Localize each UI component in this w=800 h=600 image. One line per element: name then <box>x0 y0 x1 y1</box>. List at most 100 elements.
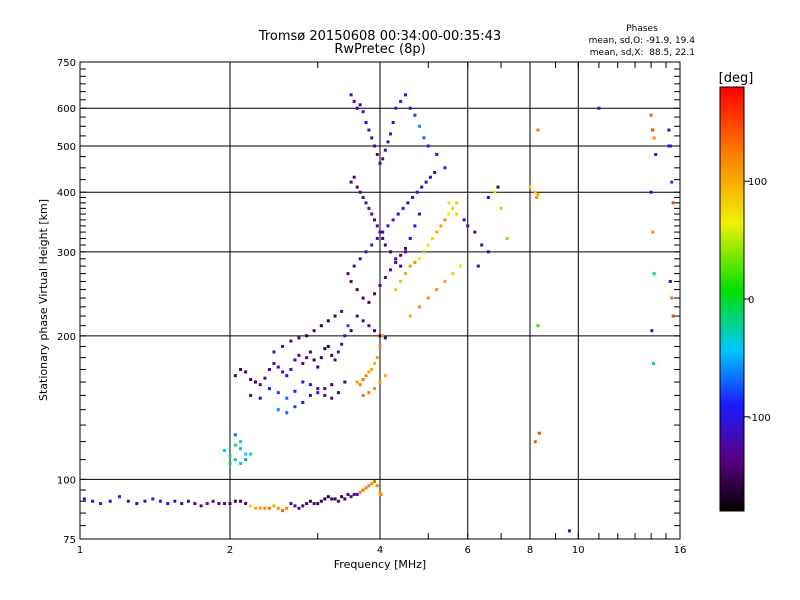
data-point <box>462 218 466 222</box>
data-point <box>249 377 253 381</box>
data-point <box>370 243 374 247</box>
y-tick-label: 600 <box>57 104 76 115</box>
data-point <box>333 314 337 318</box>
data-point <box>305 502 309 506</box>
data-point <box>499 206 503 210</box>
data-point <box>435 230 439 234</box>
data-point <box>293 358 297 362</box>
data-point <box>567 529 571 533</box>
colorbar <box>719 86 745 512</box>
data-point <box>651 230 655 234</box>
data-point <box>364 374 368 378</box>
data-point <box>244 452 248 456</box>
colorbar-tick-label: 0 <box>748 295 754 306</box>
data-point <box>343 380 347 384</box>
data-point <box>370 367 374 371</box>
data-point <box>403 93 407 97</box>
data-point <box>249 393 253 397</box>
data-point <box>346 492 350 496</box>
data-point <box>381 334 385 338</box>
data-point <box>326 319 330 323</box>
data-point <box>258 506 262 510</box>
data-point <box>424 180 428 184</box>
data-point <box>323 387 327 391</box>
data-point <box>496 185 500 189</box>
data-point <box>343 334 347 338</box>
data-point <box>652 272 656 276</box>
data-point <box>305 356 309 360</box>
y-tick-label: 300 <box>57 248 76 259</box>
data-point <box>443 279 447 283</box>
data-point <box>367 391 371 395</box>
data-point <box>239 447 243 451</box>
data-point <box>426 243 430 247</box>
data-point <box>537 431 541 435</box>
data-point <box>228 502 232 506</box>
data-point <box>239 440 243 444</box>
data-point <box>650 329 654 333</box>
data-point <box>394 288 398 292</box>
data-point <box>249 452 253 456</box>
data-point <box>355 185 359 189</box>
y-tick-label: 400 <box>57 188 76 199</box>
data-point <box>466 224 470 228</box>
data-point <box>378 380 382 384</box>
data-point <box>352 264 356 268</box>
data-point <box>297 506 301 510</box>
data-point <box>458 264 462 268</box>
data-point <box>391 218 395 222</box>
data-point <box>355 380 359 384</box>
data-point <box>285 374 289 378</box>
y-tick-labels: 75 100 200 300 400 500 600 750 <box>57 58 76 546</box>
data-point <box>312 502 316 506</box>
data-point <box>358 103 362 107</box>
data-point <box>399 99 403 103</box>
data-point <box>301 400 305 404</box>
data-point <box>301 361 305 365</box>
data-point <box>272 361 276 365</box>
data-point <box>343 497 347 501</box>
data-point <box>355 288 359 292</box>
data-point <box>493 190 497 194</box>
data-point <box>135 502 139 506</box>
x-tick-label: 2 <box>227 545 233 556</box>
data-point <box>667 128 671 132</box>
data-point <box>367 206 371 210</box>
data-point <box>378 344 382 348</box>
data-point <box>417 305 421 309</box>
data-point <box>389 268 393 272</box>
grid-lines <box>80 62 680 539</box>
data-point <box>228 454 232 458</box>
data-point <box>417 212 421 216</box>
data-point <box>272 504 276 508</box>
data-point <box>373 218 377 222</box>
data-point <box>378 283 382 287</box>
data-point <box>352 492 356 496</box>
data-point <box>358 257 362 261</box>
data-point <box>375 152 379 156</box>
data-point <box>223 502 227 506</box>
data-point <box>651 361 655 365</box>
data-point <box>108 499 112 503</box>
phase-info-o: mean, sd,O: -91.9, 19.4 <box>589 36 696 46</box>
data-point <box>285 411 289 415</box>
x-tick-label: 10 <box>572 545 585 556</box>
data-point <box>447 212 451 216</box>
data-point <box>476 264 480 268</box>
data-point <box>249 504 253 508</box>
data-point <box>193 502 197 506</box>
data-point <box>411 195 415 199</box>
data-point <box>301 380 305 384</box>
data-point <box>319 324 323 328</box>
data-point <box>364 486 368 490</box>
data-point <box>378 334 382 338</box>
data-point <box>373 387 377 391</box>
data-point <box>375 224 379 228</box>
data-point <box>330 396 334 400</box>
chart-subtitle: RwPretec (8p) <box>334 42 425 57</box>
data-point <box>199 504 203 508</box>
data-point <box>367 300 371 304</box>
data-points <box>82 93 675 533</box>
data-point <box>413 224 417 228</box>
data-point <box>394 257 398 261</box>
